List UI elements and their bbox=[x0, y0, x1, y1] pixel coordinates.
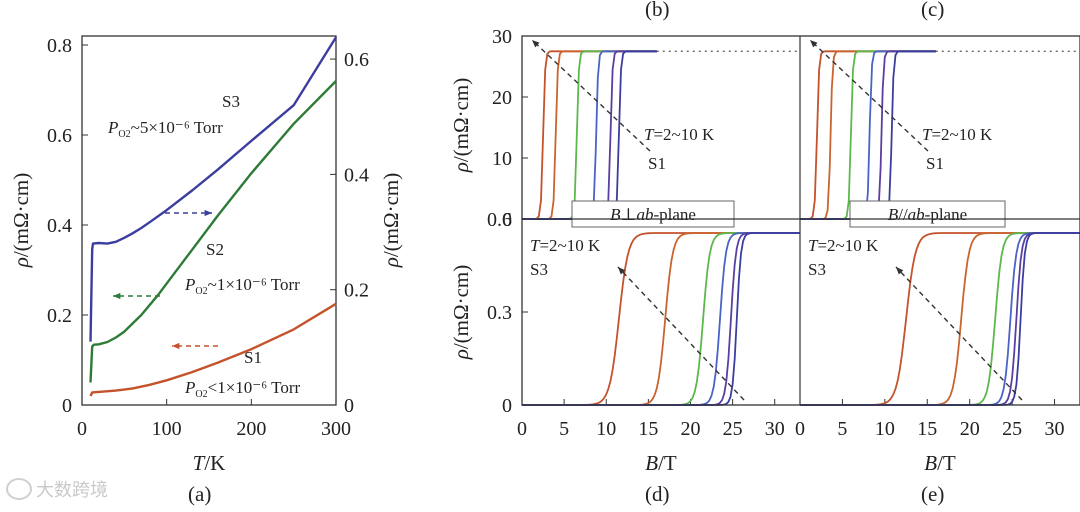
panel-b-trend-arrow bbox=[531, 39, 651, 152]
panel-c-trend-arrow bbox=[809, 39, 929, 152]
panel-a-xtick-label: 300 bbox=[321, 418, 351, 440]
panel-b-ytick-label: 10 bbox=[492, 148, 512, 170]
panel-a-xtick-label: 200 bbox=[236, 418, 266, 440]
panel-d-xtick-label: 20 bbox=[680, 418, 700, 440]
panel-b-trend-arrow-head bbox=[532, 40, 540, 48]
panel-a-ytick-right-label: 0.2 bbox=[344, 280, 369, 302]
panel-a-label-s1-pressure: PO2<1×10⁻⁶ Torr bbox=[184, 378, 301, 400]
panel-d-temperature-range: T=2~10 K bbox=[530, 236, 601, 255]
panel-d-sample-label: S3 bbox=[530, 260, 548, 279]
panel-c-sample-label: S1 bbox=[926, 154, 944, 173]
panel-b-ytick-label: 0 bbox=[502, 209, 512, 231]
watermark: 大数跨境 bbox=[6, 476, 108, 502]
panel-a-label-s2: S2 bbox=[206, 240, 224, 259]
panel-a-ytick-right-label: 0.4 bbox=[344, 164, 369, 186]
panel-a-ytick-label: 0.4 bbox=[47, 215, 72, 237]
panel-e-sample-label: S3 bbox=[808, 260, 826, 279]
panel-e-xtick-label: 25 bbox=[1002, 418, 1022, 440]
panel-a-ytick-label: 0.2 bbox=[47, 305, 72, 327]
panel-e-xtick-label: 30 bbox=[1045, 418, 1065, 440]
panel-c-field-orientation-box bbox=[849, 200, 1006, 228]
panel-a-ytick-label: 0.8 bbox=[47, 35, 72, 57]
panel-d-curve bbox=[522, 232, 800, 406]
panel-a-label-s1: S1 bbox=[244, 348, 262, 367]
panel-a-label-s3: S3 bbox=[222, 92, 240, 111]
panel-d-ytick-label: 0.3 bbox=[487, 302, 512, 324]
panel-e-curve bbox=[800, 232, 1080, 406]
panel-a-arrow-s2-head bbox=[113, 292, 121, 300]
panel-d-curve bbox=[522, 232, 800, 406]
panel-e-xtick-label: 10 bbox=[875, 418, 895, 440]
panel-c-temperature-range: T=2~10 K bbox=[922, 125, 993, 144]
panel-a-xtick-label: 0 bbox=[77, 418, 87, 440]
panel-a-xlabel: T/K bbox=[193, 451, 226, 475]
panel-e-trend-arrow-head bbox=[896, 267, 904, 275]
panel-a-ytick-right-label: 0.6 bbox=[344, 49, 369, 71]
panel-e-curve bbox=[800, 232, 1080, 406]
panel-d-ytick-label: 0.6 bbox=[487, 209, 512, 231]
panel-c-curve bbox=[800, 50, 936, 220]
panel-a-arrow-s1-head bbox=[172, 342, 180, 350]
panel-e-xtick-label: 20 bbox=[960, 418, 980, 440]
panel-e-temperature-range: T=2~10 K bbox=[808, 236, 879, 255]
panel-b-field-orientation: B⊥ab-plane bbox=[610, 205, 696, 224]
panel-e-trend-arrow bbox=[895, 266, 1023, 401]
panel-e-curve bbox=[800, 232, 1080, 406]
panel-c-trend-arrow-head bbox=[810, 40, 818, 48]
panel-e-curve bbox=[800, 232, 1080, 406]
panel-e-xtick-label: 0 bbox=[795, 418, 805, 440]
panel-a-ytick-right-label: 0 bbox=[344, 395, 354, 417]
panel-d-ytick-label: 0 bbox=[502, 395, 512, 417]
panel-b-ytick-label: 20 bbox=[492, 87, 512, 109]
panel-d-curve bbox=[522, 231, 800, 406]
panel-a-label-s2-pressure: PO2~1×10⁻⁶ Torr bbox=[184, 275, 300, 297]
panel-b-ylabel: ρ/(mΩ·cm) bbox=[449, 78, 473, 174]
panel-d-xtick-label: 30 bbox=[765, 418, 785, 440]
panel-e-xtick-label: 5 bbox=[837, 418, 847, 440]
panel-label-e: (e) bbox=[921, 482, 945, 506]
panel-b-ytick-label: 30 bbox=[492, 26, 512, 48]
panel-d-xtick-label: 5 bbox=[559, 418, 569, 440]
panel-a-ytick-label: 0.6 bbox=[47, 125, 72, 147]
panel-a-ylabel-right: ρ/(mΩ·cm) bbox=[379, 173, 403, 269]
panel-d-xtick-label: 25 bbox=[723, 418, 743, 440]
panels-bcde-frame bbox=[521, 35, 1080, 406]
panel-a-series-s2 bbox=[89, 80, 337, 383]
panel-a-series-s1 bbox=[89, 302, 337, 397]
panel-a-frame bbox=[81, 35, 337, 406]
panel-d-xtick-label: 0 bbox=[517, 418, 527, 440]
panel-d-curve bbox=[522, 232, 800, 406]
panel-a-series-s3 bbox=[89, 36, 338, 342]
panel-d-curve bbox=[522, 232, 800, 406]
panel-c-field-orientation: B//ab-plane bbox=[888, 205, 967, 224]
panel-e-curve bbox=[800, 232, 1080, 406]
panel-a-xtick-label: 100 bbox=[152, 418, 182, 440]
panel-a-arrow-s3-head bbox=[204, 209, 212, 217]
panel-b-field-orientation-box bbox=[571, 200, 735, 228]
panel-d-ylabel: ρ/(mΩ·cm) bbox=[449, 265, 473, 361]
panel-e-curve bbox=[800, 231, 1080, 406]
panel-d-xtick-label: 15 bbox=[638, 418, 658, 440]
panel-d-xtick-label: 10 bbox=[596, 418, 616, 440]
panel-d-curve bbox=[522, 232, 800, 406]
panel-a-label-s3-pressure: PO2~5×10⁻⁶ Torr bbox=[107, 118, 223, 140]
panel-a-ylabel: ρ/(mΩ·cm) bbox=[9, 173, 33, 269]
panel-e-xlabel: B/T bbox=[924, 451, 956, 475]
panel-e-xtick-label: 15 bbox=[917, 418, 937, 440]
panel-label-a: (a) bbox=[188, 482, 212, 506]
panel-label-b: (b) bbox=[645, 0, 670, 21]
panel-d-trend-arrow-head bbox=[618, 267, 626, 275]
watermark-text: 大数跨境 bbox=[36, 480, 108, 501]
panel-d-xlabel: B/T bbox=[645, 451, 677, 475]
panel-label-c: (c) bbox=[921, 0, 945, 21]
panel-d-trend-arrow bbox=[617, 266, 745, 401]
watermark-logo-icon bbox=[6, 478, 32, 500]
panel-b-curve bbox=[522, 50, 657, 220]
panel-b-temperature-range: T=2~10 K bbox=[644, 125, 715, 144]
panel-label-d: (d) bbox=[645, 482, 670, 506]
panel-a-ytick-label: 0 bbox=[62, 395, 72, 417]
panel-b-sample-label: S1 bbox=[648, 154, 666, 173]
